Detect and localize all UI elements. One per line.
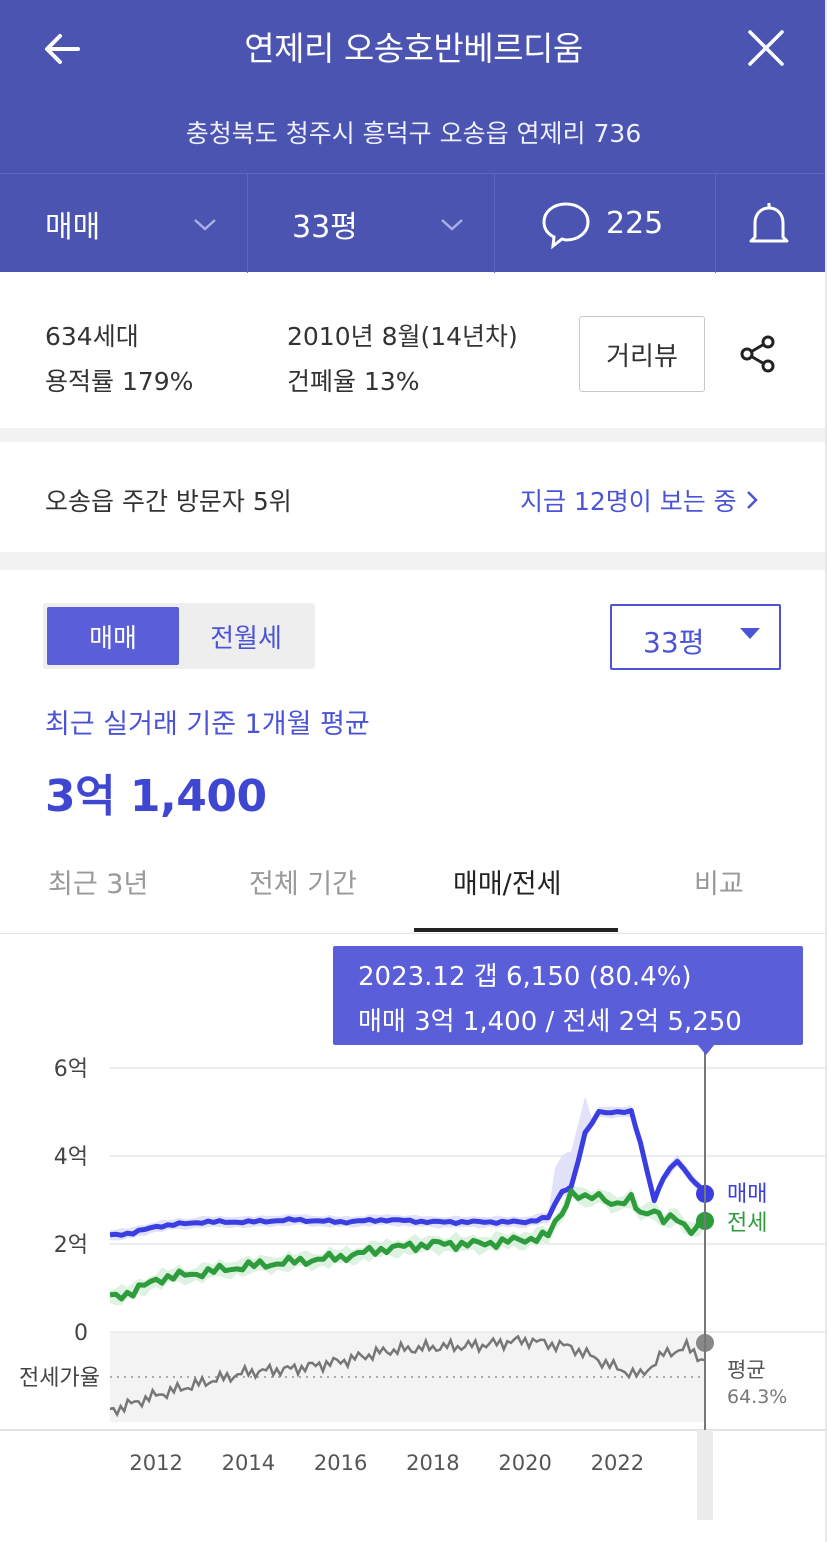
period-tabs [0,848,827,934]
live-viewers-link[interactable]: 지금 12명이 보는 중 [520,482,759,518]
size-dropdown[interactable]: 33평 [292,174,492,273]
series-line-0 [109,1108,708,1238]
caret-down-icon [740,628,760,639]
address: 충청북도 청주시 흥덕구 오송읍 연제리 736 [185,119,642,148]
label-rent: 전세 [727,1211,767,1236]
x-tick-label: 2020 [498,1451,551,1475]
average-label: 최근 실거래 기준 1개월 평균 [45,709,370,740]
size-select[interactable]: 33평 [610,604,781,670]
y-tick-label: 4억 [54,1145,88,1170]
section-divider [0,428,827,442]
back-arrow-icon[interactable] [38,24,88,74]
label-average: 평균 [727,1358,766,1382]
comment-count: 225 [606,206,664,241]
x-tick-label: 2014 [222,1451,275,1475]
tab-all-period[interactable]: 전체 기간 [249,869,357,900]
y-tick-label: 2억 [54,1233,88,1258]
building-coverage: 건폐율 13% [287,367,420,396]
comments-button[interactable]: 225 [540,174,710,273]
x-tick-label: 2022 [591,1451,644,1475]
tooltip-prices: 매매 3억 1,400 / 전세 2억 5,250 [358,1007,742,1037]
app-header: 연제리 오송호반베르디움 충청북도 청주시 흥덕구 오송읍 연제리 736 매매… [0,0,827,273]
street-view-button[interactable]: 거리뷰 [579,316,705,392]
tab-compare[interactable]: 비교 [694,869,744,900]
chevron-right-icon [746,491,758,509]
size-select-value: 33평 [643,626,705,659]
x-tick-label: 2016 [314,1451,367,1475]
y-tick-label: 0 [74,1321,88,1346]
bell-icon[interactable] [747,201,791,249]
label-average-value: 64.3% [727,1386,787,1408]
x-tick-label: 2018 [406,1451,459,1475]
size-label: 33평 [292,209,358,245]
tab-recent-3y[interactable]: 최근 3년 [48,869,149,900]
y-tick-label: 6억 [54,1057,88,1082]
toggle-sale[interactable]: 매매 [47,607,179,665]
live-viewers-text: 지금 12명이 보는 중 [520,487,737,516]
floor-area-ratio: 용적률 179% [45,367,194,396]
series-line-1 [109,1188,706,1302]
average-price: 3억 1,400 [45,771,267,822]
panel-edge [825,0,827,1542]
built-date: 2010년 8월(14년차) [287,322,518,351]
tooltip-gap: 2023.12 갭 6,150 (80.4%) [358,962,692,992]
deal-type-dropdown[interactable]: 매매 [45,174,245,273]
chevron-down-icon [441,219,463,231]
price-chart[interactable]: 6억 4억 2억 0 전세가율 2012 2014 2016 2018 2020 2022 매매전세평… [0,1040,827,1540]
visitor-rank: 오송읍 주간 방문자 5위 [45,487,292,516]
share-icon[interactable] [738,334,778,374]
chart-tooltip: 2023.12 갭 6,150 (80.4%) 매매 3억 1,400 / 전세… [333,946,803,1045]
ratio-axis-label: 전세가율 [19,1366,100,1391]
cursor-track [697,1430,713,1520]
deal-type-label: 매매 [45,209,101,245]
tooltip-arrow [697,1044,715,1055]
ratio-line [109,1334,706,1418]
toggle-rent[interactable]: 전월세 [210,623,282,654]
complex-info: 634세대 용적률 179% 2010년 8월(14년차) 건폐율 13% [0,272,827,428]
close-icon[interactable] [744,26,788,70]
x-tick-label: 2012 [129,1451,182,1475]
active-tab-indicator [414,928,618,932]
header-controls: 매매 33평 225 [0,173,827,273]
households: 634세대 [45,322,139,351]
section-divider [0,552,827,570]
speech-bubble-icon [542,201,590,249]
label-sale: 매매 [727,1182,767,1207]
tab-sale-rent[interactable]: 매매/전세 [453,869,562,900]
page-title: 연제리 오송호반베르디움 [244,29,583,68]
chevron-down-icon [194,219,216,231]
